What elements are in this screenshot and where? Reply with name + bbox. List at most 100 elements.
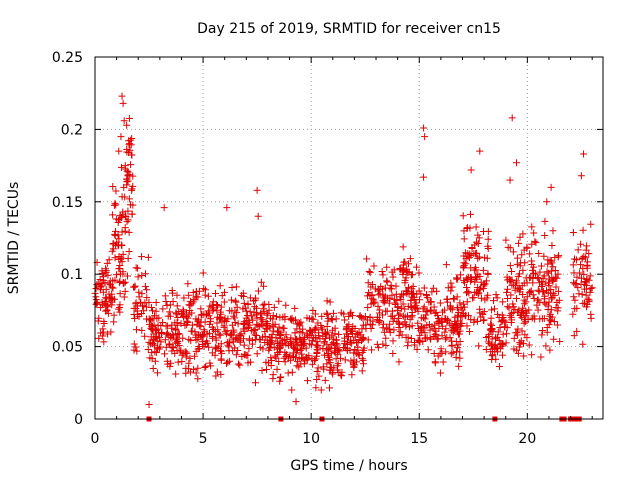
data-point [381, 297, 389, 305]
data-point [455, 362, 463, 370]
data-point [410, 303, 418, 311]
data-point [272, 354, 280, 362]
data-point [520, 319, 528, 327]
data-point [185, 301, 193, 309]
data-point [481, 280, 489, 288]
data-point [375, 319, 383, 327]
data-point [489, 328, 497, 336]
data-point [130, 340, 138, 348]
data-point [297, 318, 305, 326]
data-point [383, 278, 391, 286]
y-axis-label: SRMTID / TECUs [6, 182, 22, 295]
data-point [328, 316, 336, 324]
data-point [554, 287, 562, 295]
data-point [364, 279, 372, 287]
data-point [252, 379, 260, 387]
data-point [460, 261, 468, 269]
data-point [138, 326, 146, 334]
data-point [232, 298, 240, 306]
x-tick-label: 5 [199, 431, 208, 447]
data-point [311, 325, 319, 333]
data-point [441, 335, 449, 343]
data-point [505, 304, 513, 312]
data-point [188, 309, 196, 317]
data-point [185, 291, 193, 299]
data-point [404, 283, 412, 291]
data-point [397, 304, 405, 312]
data-point [463, 298, 471, 306]
data-point [483, 254, 491, 262]
data-point [260, 308, 268, 316]
data-point [360, 344, 368, 352]
data-point [206, 302, 214, 310]
data-point [579, 226, 587, 234]
data-point [378, 268, 386, 276]
data-point [358, 348, 366, 356]
data-point [212, 372, 220, 380]
data-point [373, 313, 381, 321]
data-point [174, 330, 182, 338]
data-point [132, 343, 140, 351]
data-point [124, 255, 132, 263]
data-point [537, 353, 545, 361]
data-point [142, 270, 150, 278]
data-point [502, 236, 510, 244]
data-point [92, 293, 100, 301]
data-point [467, 264, 475, 272]
data-point [433, 318, 441, 326]
data-point [399, 243, 407, 251]
data-point [586, 288, 594, 296]
data-point [439, 308, 447, 316]
data-point [479, 317, 487, 325]
data-point [281, 348, 289, 356]
data-point [341, 337, 349, 345]
data-point [363, 255, 371, 263]
data-point [572, 256, 580, 264]
data-point [368, 346, 376, 354]
data-point [440, 306, 448, 314]
data-point [354, 350, 362, 358]
data-point [163, 302, 171, 310]
data-point [531, 237, 539, 245]
data-point [204, 339, 212, 347]
data-point [395, 331, 403, 339]
data-point [530, 229, 538, 237]
data-point [287, 337, 295, 345]
data-point [474, 239, 482, 247]
data-point [211, 327, 219, 335]
data-point [396, 328, 404, 336]
data-point [114, 218, 122, 226]
data-point [538, 315, 546, 323]
data-point [95, 314, 103, 322]
data-point [481, 296, 489, 304]
data-point [166, 341, 174, 349]
data-point [314, 364, 322, 372]
data-point [184, 314, 192, 322]
data-point [129, 172, 137, 180]
data-point [419, 338, 427, 346]
data-point [330, 364, 338, 372]
data-point [388, 307, 396, 315]
data-point [341, 316, 349, 324]
data-point [188, 321, 196, 329]
axis-ticks: 0 5 10 15 20 0 0.05 0.1 0.15 0.2 0.25 [52, 50, 603, 447]
data-point [224, 341, 232, 349]
data-point [586, 272, 594, 280]
data-point [569, 310, 577, 318]
data-point [142, 303, 150, 311]
data-point [125, 195, 133, 203]
data-point [92, 300, 100, 308]
data-point [348, 371, 356, 379]
data-point [157, 338, 165, 346]
data-point [116, 277, 124, 285]
y-tick-label: 0.25 [52, 50, 83, 66]
data-point [524, 315, 532, 323]
data-point [280, 354, 288, 362]
data-point [281, 358, 289, 366]
data-point [488, 306, 496, 314]
data-point [144, 345, 152, 353]
data-point [542, 287, 550, 295]
data-point [161, 336, 169, 344]
data-point [413, 304, 421, 312]
data-point [514, 349, 522, 357]
